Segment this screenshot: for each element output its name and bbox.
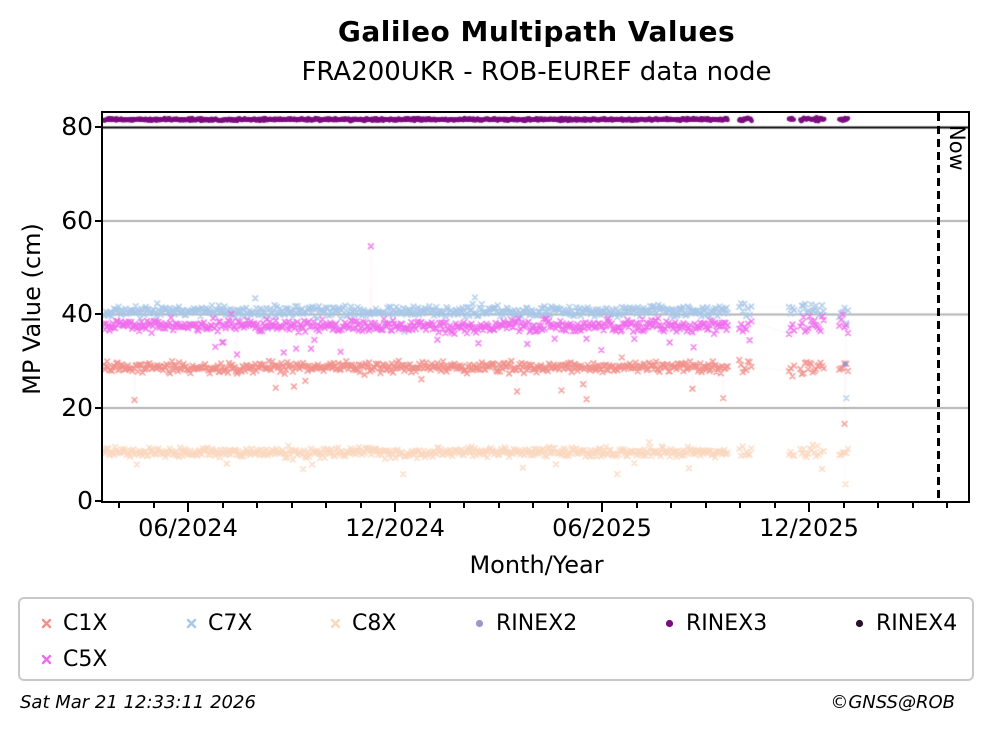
now-label: Now bbox=[945, 125, 970, 171]
legend-label: C7X bbox=[208, 610, 253, 636]
y-tick bbox=[95, 219, 103, 222]
x-marker-icon bbox=[186, 618, 197, 628]
plot-timestamp: Sat Mar 21 12:33:11 2026 bbox=[20, 692, 256, 713]
x-minor-tick bbox=[532, 503, 534, 508]
x-minor-tick bbox=[152, 503, 155, 508]
y-tick-label: 20 bbox=[61, 392, 93, 422]
x-minor-tick bbox=[704, 503, 707, 508]
legend-label: C5X bbox=[63, 646, 108, 672]
legend-item-c1x: C1X bbox=[40, 605, 185, 641]
legend-label: C8X bbox=[352, 610, 397, 636]
x-minor-tick bbox=[463, 503, 465, 508]
chart-title: Galileo Multipath Values bbox=[337, 15, 736, 48]
x-minor-tick bbox=[221, 503, 224, 508]
legend: C1X C7X C8X RINEX2 RINEX3 RINEX4 C5X bbox=[18, 597, 974, 681]
x-tick-label: 06/2025 bbox=[552, 514, 652, 542]
x-minor-tick bbox=[877, 503, 879, 508]
y-tick-label: 0 bbox=[77, 486, 93, 515]
legend-item-c5x: C5X bbox=[40, 641, 185, 677]
x-major-tick bbox=[394, 503, 396, 512]
legend-item-c8x: C8X bbox=[329, 605, 473, 641]
x-minor-tick bbox=[325, 503, 327, 508]
x-major-tick bbox=[187, 503, 189, 512]
dot-marker-icon bbox=[855, 619, 864, 627]
chart-subtitle: FRA200UKR - ROB-EUREF data node bbox=[301, 57, 772, 87]
x-minor-tick bbox=[670, 503, 672, 508]
y-tick-label: 60 bbox=[61, 205, 93, 235]
x-minor-tick bbox=[739, 503, 741, 508]
x-minor-tick bbox=[118, 503, 120, 508]
legend-label: RINEX3 bbox=[686, 610, 768, 636]
legend-label: RINEX2 bbox=[496, 610, 578, 636]
scatter-plot-canvas bbox=[103, 113, 968, 501]
y-tick-label: 80 bbox=[61, 112, 93, 141]
x-axis-title: Month/Year bbox=[469, 551, 604, 579]
y-tick-label: 40 bbox=[61, 299, 93, 328]
x-minor-tick bbox=[842, 503, 845, 508]
y-tick bbox=[95, 126, 103, 128]
legend-label: RINEX4 bbox=[876, 610, 958, 636]
y-tick bbox=[95, 500, 103, 502]
x-minor-tick bbox=[946, 503, 948, 508]
x-tick-label: 12/2025 bbox=[759, 514, 859, 542]
x-major-tick bbox=[601, 503, 603, 512]
x-major-tick bbox=[808, 503, 810, 512]
x-tick-label: 12/2024 bbox=[345, 514, 445, 542]
x-tick-label: 06/2024 bbox=[138, 514, 238, 542]
x-minor-tick bbox=[497, 503, 500, 508]
x-marker-icon bbox=[330, 618, 341, 628]
credit-text: ©GNSS@ROB bbox=[830, 692, 955, 713]
x-minor-tick bbox=[359, 503, 362, 508]
plot-frame bbox=[101, 111, 970, 503]
x-minor-tick bbox=[773, 503, 776, 508]
legend-item-rinex2: RINEX2 bbox=[473, 605, 663, 641]
x-marker-icon bbox=[41, 618, 52, 628]
x-minor-tick bbox=[428, 503, 431, 508]
y-tick bbox=[95, 313, 103, 315]
dot-marker-icon bbox=[665, 619, 674, 627]
x-minor-tick bbox=[635, 503, 638, 508]
legend-item-rinex3: RINEX3 bbox=[663, 605, 853, 641]
x-marker-icon bbox=[41, 654, 52, 664]
legend-item-rinex4: RINEX4 bbox=[853, 605, 972, 641]
x-minor-tick bbox=[256, 503, 258, 508]
dot-marker-icon bbox=[475, 619, 484, 627]
x-minor-tick bbox=[911, 503, 914, 508]
legend-label: C1X bbox=[63, 610, 108, 636]
now-marker-line bbox=[937, 113, 941, 501]
legend-item-c7x: C7X bbox=[185, 605, 329, 641]
x-minor-tick bbox=[290, 503, 293, 508]
y-tick bbox=[95, 406, 103, 409]
x-minor-tick bbox=[566, 503, 569, 508]
